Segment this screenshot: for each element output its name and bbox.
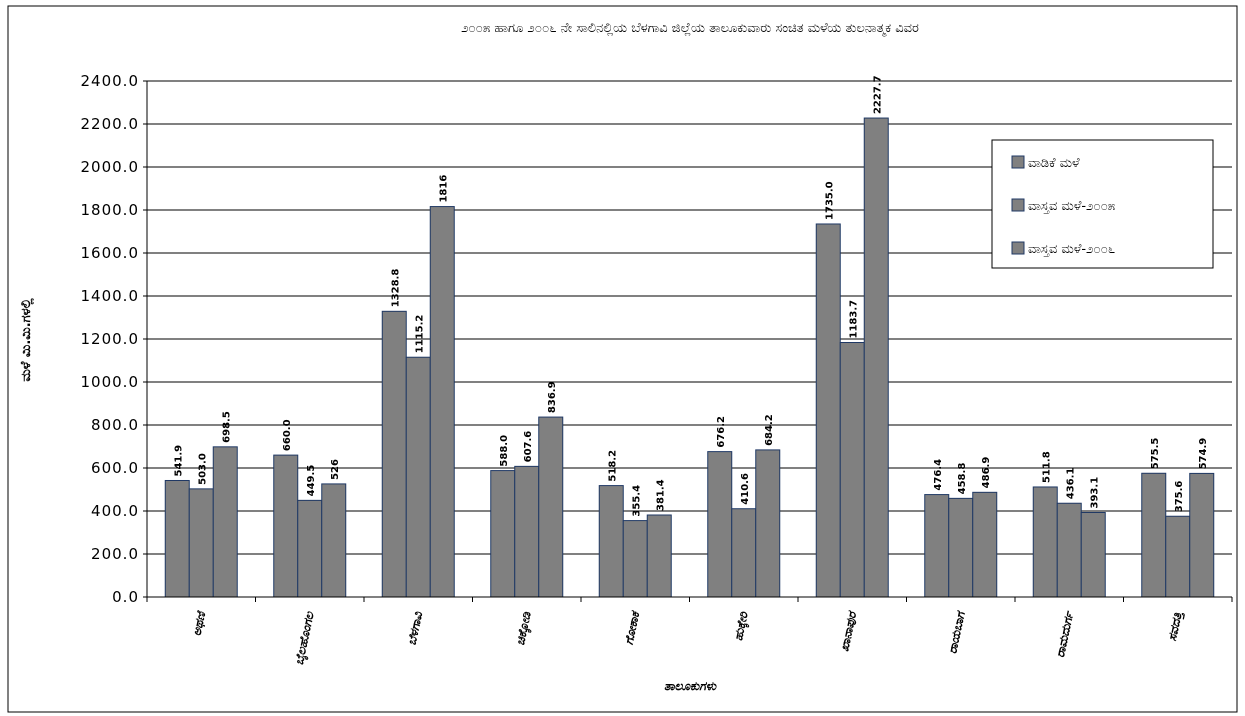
value-label: 660.0 [282,419,293,451]
bar [1080,511,1106,598]
value-label: 2227.7 [872,75,883,114]
value-label: 575.5 [1150,438,1161,470]
value-label: 458.8 [957,463,968,495]
value-label: 436.1 [1065,468,1076,500]
value-label: 449.5 [306,465,317,497]
bar [815,223,841,598]
legend-swatch [1011,198,1025,212]
y-tick-label: 0.0 [112,588,139,606]
value-label: 381.4 [655,479,666,511]
bar [188,488,214,598]
value-label: 574.9 [1198,438,1209,470]
bar [1189,472,1215,598]
bar [405,356,431,598]
value-label: 588.0 [499,435,510,467]
bar [273,454,299,598]
value-label: 393.1 [1089,477,1100,509]
bar [646,514,672,598]
bar [297,499,323,598]
y-tick-label: 1600.0 [81,244,140,262]
y-axis-label: ಮಳೆ ಮಿ.ಮಿ.ಗಳಲ್ಲಿ [19,298,35,381]
value-label: 1183.7 [848,300,859,339]
value-label: 836.9 [547,381,558,413]
legend-label: ವಾಸ್ತವ ಮಳೆ-೨೦೦೫ [1028,199,1115,214]
value-label: 676.2 [716,416,727,448]
bar [321,483,347,598]
value-label: 486.9 [981,457,992,489]
y-tick-label: 2400.0 [81,72,140,90]
x-axis-label: ತಾಲೂಕುಗಳು [664,679,717,693]
value-label: 607.6 [523,431,534,463]
y-tick-label: 800.0 [91,416,139,434]
value-label: 503.0 [197,453,208,485]
bar [514,465,540,598]
bar [1141,472,1167,598]
value-label: 1328.8 [390,269,401,308]
y-tick-label: 1200.0 [81,330,140,348]
value-label: 684.2 [764,414,775,446]
bar [863,117,889,598]
value-label: 511.8 [1041,451,1052,483]
value-label: 698.5 [221,411,232,443]
legend-label: ವಾಸ್ತವ ಮಳೆ-೨೦೦೬ [1028,242,1115,257]
value-label: 1735.0 [824,181,835,220]
bar [972,491,998,598]
value-label: 375.6 [1174,481,1185,513]
y-tick-label: 2000.0 [81,158,140,176]
bar [622,520,648,598]
value-label: 518.2 [607,450,618,482]
y-tick-label: 600.0 [91,459,139,477]
bar [755,449,781,598]
bar [429,206,455,598]
chart-title: ೨೦೦೫ ಹಾಗೂ ೨೦೦೬ ನೇ ಸಾಲಿನಲ್ಲಿಯ ಬೆಳಗಾವಿ ಜಿಲ… [461,21,919,37]
bar [1032,486,1058,598]
bar [490,470,516,598]
x-tick-label: ಅಥಣಿ [189,609,208,637]
bar [1165,515,1191,598]
y-tick-label: 1000.0 [81,373,140,391]
bar [924,494,950,598]
legend-label: ವಾಡಿಕೆ ಮಳೆ [1028,156,1080,171]
value-label: 1115.2 [414,315,425,354]
value-label: 476.4 [933,459,944,491]
value-label: 355.4 [631,485,642,517]
y-tick-label: 400.0 [91,502,139,520]
y-tick-label: 2200.0 [81,115,140,133]
value-label: 526 [330,459,341,480]
bar [598,485,624,598]
legend-swatch [1011,241,1025,255]
bar [381,310,407,598]
bar [839,342,865,598]
value-label: 541.9 [173,445,184,477]
bar [707,451,733,598]
bar [538,416,564,598]
bar [212,446,238,598]
chart-frame [7,5,1238,713]
y-tick-label: 1400.0 [81,287,140,305]
bar [164,479,190,598]
bar [731,508,757,598]
legend-swatch [1011,155,1025,169]
bar [948,497,974,598]
y-tick-label: 200.0 [91,545,139,563]
legend-box [991,139,1214,269]
bar [1056,502,1082,598]
value-label: 1816 [438,175,449,203]
value-label: 410.6 [740,473,751,505]
y-tick-label: 1800.0 [81,201,140,219]
